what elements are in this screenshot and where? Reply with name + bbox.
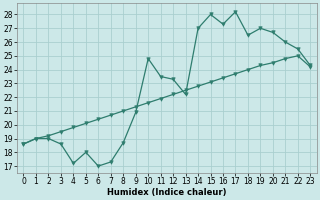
X-axis label: Humidex (Indice chaleur): Humidex (Indice chaleur) <box>107 188 227 197</box>
